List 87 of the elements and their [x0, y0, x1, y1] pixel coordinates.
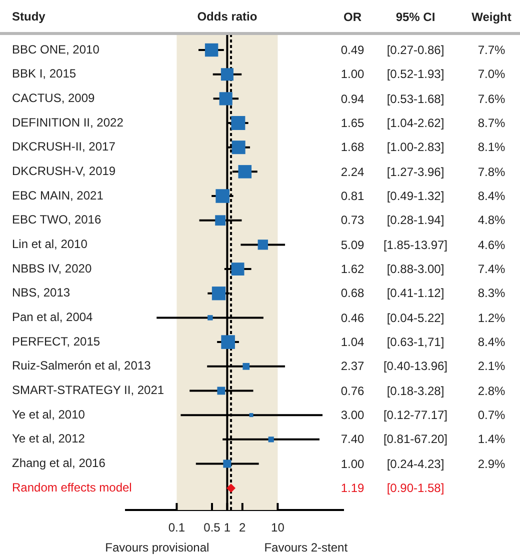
y-tick-label: BBC ONE, 2010 — [12, 42, 100, 56]
text: [0.18-3.28] — [386, 384, 444, 398]
text: 8.4% — [478, 335, 506, 350]
annotation: 3.00 — [340, 408, 364, 422]
text: 4.8% — [478, 213, 506, 228]
x-tick-label: 10 — [271, 520, 285, 535]
y-tick-label: PERFECT, 2015 — [12, 334, 100, 348]
text: 8.4% — [478, 189, 506, 204]
annotation: 0.46 — [340, 310, 364, 325]
y-tick-label: Zhang et al, 2016 — [12, 456, 106, 470]
text: [1.27-3.96] — [386, 164, 444, 179]
x-tick-label: 2 — [239, 520, 246, 535]
text: [1.04-2.62] — [386, 116, 444, 130]
y-tick-label: Ye et al, 2010 — [12, 407, 86, 422]
text: Random effects model — [12, 480, 132, 494]
text: 4.6% — [478, 238, 506, 252]
text: 1.2% — [478, 310, 506, 325]
y-tick-label: SMART-STRATEGY II, 2021 — [12, 383, 164, 398]
annotation: 1.65 — [340, 116, 364, 130]
text: 1.4% — [478, 432, 506, 446]
text: [0.63-1,71] — [386, 335, 444, 350]
y-tick-label: DKCRUSH-V, 2019 — [12, 164, 116, 178]
y-tick-label: EBC TWO, 2016 — [12, 212, 102, 227]
x-tick-label: 0.1 — [168, 520, 186, 535]
y-tick-label: BBK I, 2015 — [12, 66, 76, 81]
text: [0.04-5.22] — [386, 310, 444, 325]
text: [0.53-1.68] — [386, 92, 444, 106]
text: [0.52-1.93] — [386, 67, 444, 82]
y-tick-label: NBS, 2013 — [12, 286, 70, 300]
y-tick-label: EBC MAIN, 2021 — [12, 188, 104, 202]
annotation: 0.73 — [340, 213, 364, 228]
annotation: 0.81 — [340, 189, 364, 204]
text: 8.7% — [478, 116, 506, 130]
text: 8.1% — [478, 140, 506, 154]
text: 7.4% — [478, 262, 506, 276]
text: [0.49-1.32] — [386, 189, 444, 204]
text: Favours 2-stent — [264, 540, 348, 554]
annotation: 0.76 — [340, 384, 364, 398]
y-tick-label: Pan et al, 2004 — [12, 310, 94, 324]
annotation: 1.62 — [340, 262, 364, 276]
annotation: 2.37 — [340, 359, 364, 374]
y-tick-label: Ruiz-Salmerón et al, 2013 — [12, 358, 152, 373]
text: Favours provisional — [105, 540, 210, 554]
text: [0.88-3.00] — [386, 262, 444, 276]
y-axis-title: Study — [12, 9, 46, 24]
y-tick-label: DEFINITION II, 2022 — [12, 115, 124, 130]
text: [0.41-1.12] — [386, 286, 444, 300]
text: [0.28-1.94] — [386, 213, 444, 228]
text: OR — [344, 10, 362, 24]
text: 95% CI — [396, 10, 436, 24]
annotation: 2.24 — [340, 164, 364, 179]
annotation: 0.94 — [340, 92, 364, 106]
text: 0.7% — [478, 408, 506, 422]
text: 7.7% — [478, 42, 506, 57]
text: 2.8% — [478, 384, 506, 398]
annotation: 1.00 — [340, 67, 364, 82]
annotation: 0.49 — [340, 42, 364, 57]
text: [0.12-77.17] — [383, 408, 448, 422]
text: [0.90-1.58] — [386, 481, 444, 496]
y-tick-label: CACTUS, 2009 — [12, 90, 96, 105]
annotation: 0.68 — [340, 286, 364, 300]
text: 8.3% — [478, 286, 506, 300]
x-tick-label: 0.5 — [204, 520, 221, 535]
text: 7.6% — [478, 92, 506, 106]
y-tick-label: Ye et al, 2012 — [12, 432, 86, 446]
annotation: 7.40 — [340, 432, 364, 446]
annotation: 1.04 — [340, 335, 364, 350]
annotation: 5.09 — [340, 238, 364, 252]
text: 2.1% — [478, 359, 506, 374]
x-tick-label: 1 — [224, 520, 231, 535]
text: [0.27-0.86] — [386, 42, 444, 57]
text: [0.81-67.20] — [383, 432, 448, 446]
text: [0.24-4.23] — [386, 456, 444, 471]
y-tick-label: NBBS IV, 2020 — [12, 261, 92, 276]
text: [1.00-2.83] — [386, 140, 444, 154]
text: 7.8% — [478, 164, 506, 179]
text: 2.9% — [478, 456, 506, 471]
annotation: 1.00 — [340, 456, 364, 471]
y-tick-label: DKCRUSH-II, 2017 — [12, 140, 116, 154]
text: 7.0% — [478, 67, 506, 82]
annotation: 1.68 — [340, 140, 364, 154]
chart-title: Odds ratio — [197, 9, 258, 24]
text: [1.85-13.97] — [383, 238, 448, 252]
y-tick-label: Lin et al, 2010 — [12, 237, 88, 252]
text: [0.40-13.96] — [383, 359, 448, 374]
text: Weight — [472, 10, 512, 24]
annotation: 1.19 — [340, 481, 364, 496]
